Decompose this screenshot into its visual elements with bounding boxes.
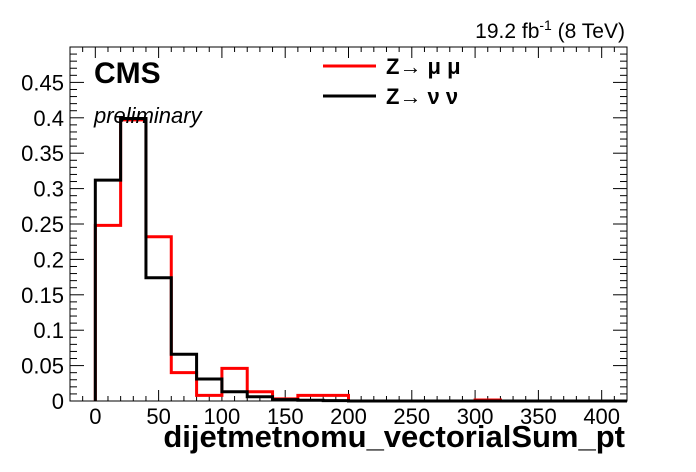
y-tick-label: 0 xyxy=(52,389,64,414)
legend: Z→ μ μ Z→ ν ν xyxy=(323,54,461,109)
y-tick-label: 0.15 xyxy=(21,283,64,308)
y-tick-label: 0.4 xyxy=(33,106,64,131)
x-tick-label: 250 xyxy=(393,404,430,429)
luminosity-label: 19.2 fb-1 (8 TeV) xyxy=(475,17,625,43)
x-tick-label: 300 xyxy=(457,404,494,429)
status-label: preliminary xyxy=(93,103,204,128)
plot-frame xyxy=(69,46,628,402)
x-tick-label: 100 xyxy=(204,404,241,429)
y-tick-label: 0.25 xyxy=(21,212,64,237)
y-tick-label: 0.05 xyxy=(21,354,64,379)
histogram-series-1 xyxy=(93,117,627,403)
luminosity-exponent: -1 xyxy=(539,17,552,33)
histogram-series-0 xyxy=(93,118,627,403)
axes: 0 50 100 150 200 250 300 350 400 0 0.05 0.1 0.15 0.2 0… xyxy=(21,46,628,429)
x-tick-label: 400 xyxy=(583,404,620,429)
y-tick-label: 0.45 xyxy=(21,70,64,95)
experiment-label: CMS xyxy=(94,57,161,90)
y-tick-label: 0.35 xyxy=(21,141,64,166)
legend-label-series-0: Z→ μ μ xyxy=(386,54,461,79)
luminosity-value: 19.2 fb xyxy=(475,20,539,43)
x-tick-label: 0 xyxy=(89,404,101,429)
y-tick-label: 0.2 xyxy=(33,247,64,272)
x-axis-label: dijetmetnomu_vectorialSum_pt xyxy=(163,419,625,454)
x-tick-label: 150 xyxy=(267,404,304,429)
legend-label-series-1: Z→ ν ν xyxy=(386,84,458,109)
y-tick-label: 0.1 xyxy=(33,318,64,343)
y-tick-label: 0.3 xyxy=(33,177,64,202)
x-tick-label: 350 xyxy=(520,404,557,429)
x-tick-label: 200 xyxy=(330,404,367,429)
series-layer xyxy=(93,117,627,403)
x-tick-label: 50 xyxy=(146,404,170,429)
luminosity-energy: (8 TeV) xyxy=(552,20,625,43)
